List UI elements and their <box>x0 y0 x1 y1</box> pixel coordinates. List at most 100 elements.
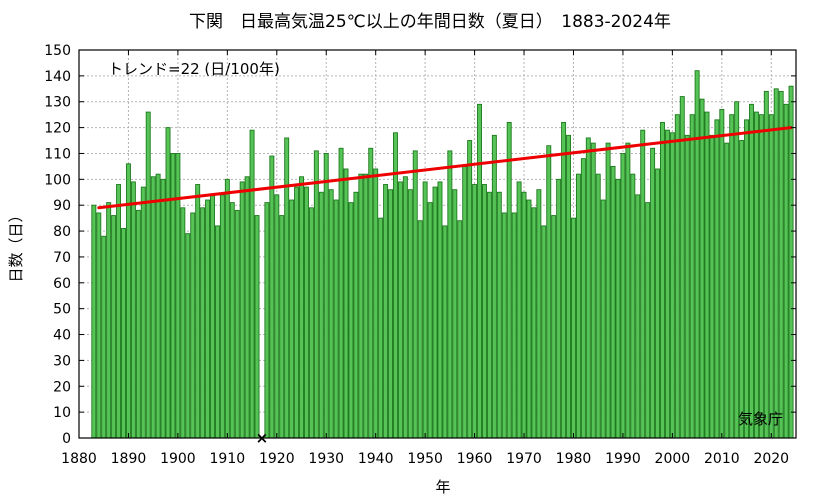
bar <box>650 147 656 439</box>
bar <box>333 199 339 439</box>
bar <box>605 142 611 439</box>
bar <box>783 103 789 439</box>
axes: 0 10 20 30 40 50 60 70 80 90 100 110 120 130 140 150 188… <box>44 43 797 467</box>
bar <box>358 173 364 439</box>
bar <box>734 101 740 439</box>
bar <box>511 212 517 439</box>
bar <box>234 209 240 439</box>
bar <box>318 191 324 439</box>
bar <box>689 114 695 439</box>
bar <box>714 119 720 439</box>
bar <box>674 114 680 439</box>
bar <box>655 168 661 439</box>
bar <box>472 184 478 439</box>
bar <box>580 158 586 439</box>
bar <box>175 153 181 439</box>
bar <box>417 220 423 439</box>
x-tick-label: 2020 <box>753 451 789 467</box>
bar <box>111 215 117 439</box>
y-axis-title: 日数（日） <box>7 207 25 282</box>
bar <box>274 194 280 439</box>
y-tick-label: 120 <box>44 121 71 137</box>
bar <box>758 114 764 439</box>
bar <box>575 173 581 439</box>
bar <box>185 233 191 439</box>
bar <box>709 134 715 439</box>
bar <box>704 111 710 439</box>
bar <box>724 142 730 439</box>
y-tick-label: 90 <box>53 198 71 214</box>
y-tick-label: 60 <box>53 276 71 292</box>
x-tick-label: 1880 <box>61 451 97 467</box>
bar <box>447 150 453 439</box>
bar <box>229 202 235 439</box>
bar <box>699 98 705 439</box>
bar <box>664 129 670 439</box>
bar <box>383 184 389 439</box>
bar <box>392 132 398 439</box>
bar <box>205 199 211 439</box>
bar <box>244 176 250 439</box>
bar <box>763 90 769 439</box>
bar <box>600 199 606 439</box>
bar <box>773 88 779 439</box>
bar <box>101 235 107 439</box>
source-label: 気象庁 <box>738 410 783 428</box>
bar <box>284 137 290 439</box>
plot-frame <box>78 49 797 439</box>
bar <box>348 202 354 439</box>
x-tick-label: 1950 <box>407 451 443 467</box>
bar <box>744 119 750 439</box>
bar <box>679 96 685 439</box>
y-tick-label: 70 <box>53 250 71 266</box>
bar <box>407 189 413 439</box>
y-tick-label: 50 <box>53 302 71 318</box>
bar <box>388 189 394 439</box>
bar <box>106 202 112 439</box>
bar <box>669 132 675 439</box>
y-tick-label: 100 <box>44 172 71 188</box>
x-tick-label: 1990 <box>605 451 641 467</box>
bar <box>91 204 97 439</box>
bar <box>630 173 636 439</box>
bar <box>190 212 196 439</box>
bar <box>140 186 146 439</box>
bar <box>788 85 794 439</box>
bar <box>566 134 572 439</box>
bar <box>541 225 547 439</box>
y-tick-label: 20 <box>53 379 71 395</box>
y-tick-label: 10 <box>53 405 71 421</box>
bar <box>116 184 122 439</box>
bar <box>615 178 621 439</box>
bar <box>437 181 443 439</box>
bar <box>303 186 309 439</box>
trend <box>97 126 793 210</box>
bar <box>590 142 596 439</box>
bar <box>739 140 745 439</box>
bar <box>195 184 201 439</box>
y-tick-label: 30 <box>53 353 71 369</box>
bar <box>210 194 215 439</box>
bar <box>620 153 626 439</box>
trend-label: トレンド=22 (日/100年) <box>108 60 280 78</box>
bar <box>121 228 126 439</box>
bar <box>170 153 176 439</box>
bar <box>694 70 700 439</box>
bar <box>625 142 631 439</box>
bar <box>556 178 562 439</box>
y-tick-label: 150 <box>44 43 71 59</box>
bar <box>640 129 646 439</box>
bar <box>501 212 507 439</box>
bar <box>660 121 665 439</box>
x-tick-label: 1890 <box>111 451 147 467</box>
bar <box>130 181 136 439</box>
bar <box>496 191 502 439</box>
x-tick-label: 1930 <box>308 451 344 467</box>
bar <box>595 173 601 439</box>
bar <box>778 90 784 439</box>
bar <box>506 121 512 439</box>
x-axis-title: 年 <box>435 478 450 496</box>
bar <box>427 202 433 439</box>
bar <box>150 176 156 439</box>
